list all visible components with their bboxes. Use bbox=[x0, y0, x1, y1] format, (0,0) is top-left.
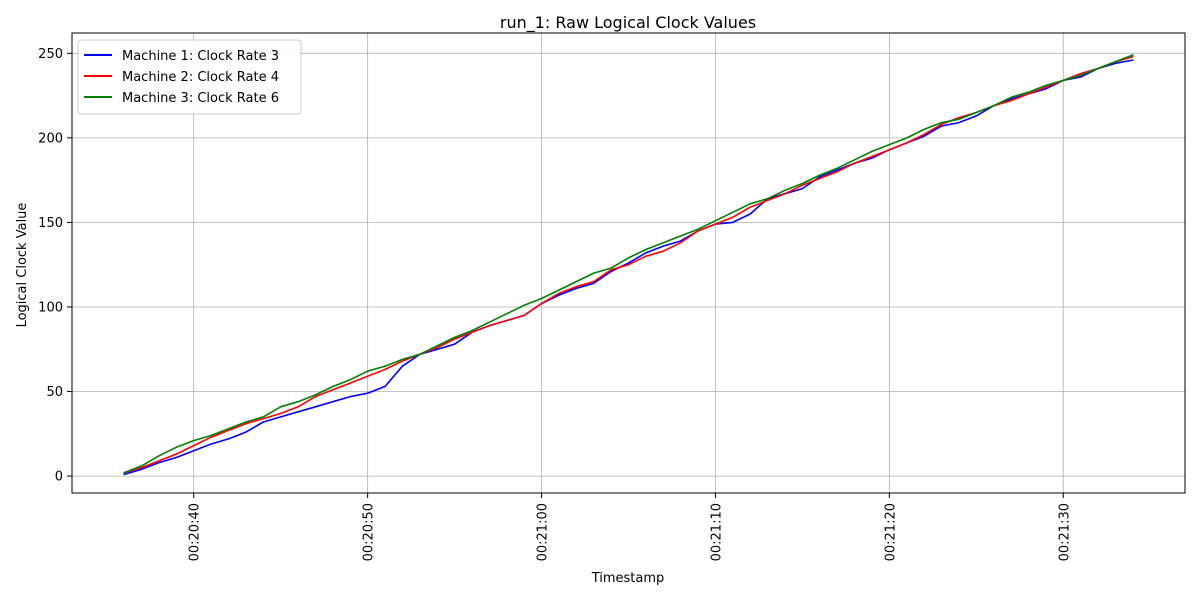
legend-label-machine-1: Machine 1: Clock Rate 3 bbox=[122, 49, 279, 64]
x-tick-label: 00:20:40 bbox=[188, 503, 203, 561]
y-tick-label: 100 bbox=[38, 300, 63, 315]
series-line-machine-3 bbox=[123, 54, 1134, 474]
plot-frame bbox=[71, 32, 1186, 494]
y-axis-title: Logical Clock Value bbox=[15, 203, 30, 328]
chart-title: run_1: Raw Logical Clock Values bbox=[500, 13, 756, 33]
x-tick-label: 00:21:10 bbox=[709, 503, 724, 561]
y-tick-label: 150 bbox=[38, 216, 63, 231]
y-tick-label: 250 bbox=[38, 47, 63, 62]
y-tick-label: 50 bbox=[46, 385, 63, 400]
legend-label-machine-3: Machine 3: Clock Rate 6 bbox=[122, 91, 279, 106]
x-axis-title: Timestamp bbox=[591, 571, 665, 586]
series-line-machine-1 bbox=[123, 59, 1134, 476]
legend-box bbox=[77, 39, 302, 115]
legend-label-machine-2: Machine 2: Clock Rate 4 bbox=[122, 70, 279, 85]
x-tick-label: 00:20:50 bbox=[362, 503, 377, 561]
x-axis: 00:20:40 00:20:50 00:21:00 00:21:10 00:21:20… bbox=[188, 493, 1072, 561]
x-tick-label: 00:21:20 bbox=[883, 503, 898, 561]
series-line-machine-2 bbox=[123, 55, 1134, 474]
grid bbox=[72, 33, 1185, 493]
y-tick-label: 0 bbox=[55, 470, 63, 485]
y-axis: 0 50 100 150 200 250 bbox=[38, 47, 72, 485]
y-tick-label: 200 bbox=[38, 131, 63, 146]
x-tick-label: 00:21:00 bbox=[536, 503, 551, 561]
x-tick-label: 00:21:30 bbox=[1057, 503, 1072, 561]
series-lines bbox=[123, 54, 1134, 476]
legend: Machine 1: Clock Rate 3 Machine 2: Clock… bbox=[77, 39, 302, 115]
